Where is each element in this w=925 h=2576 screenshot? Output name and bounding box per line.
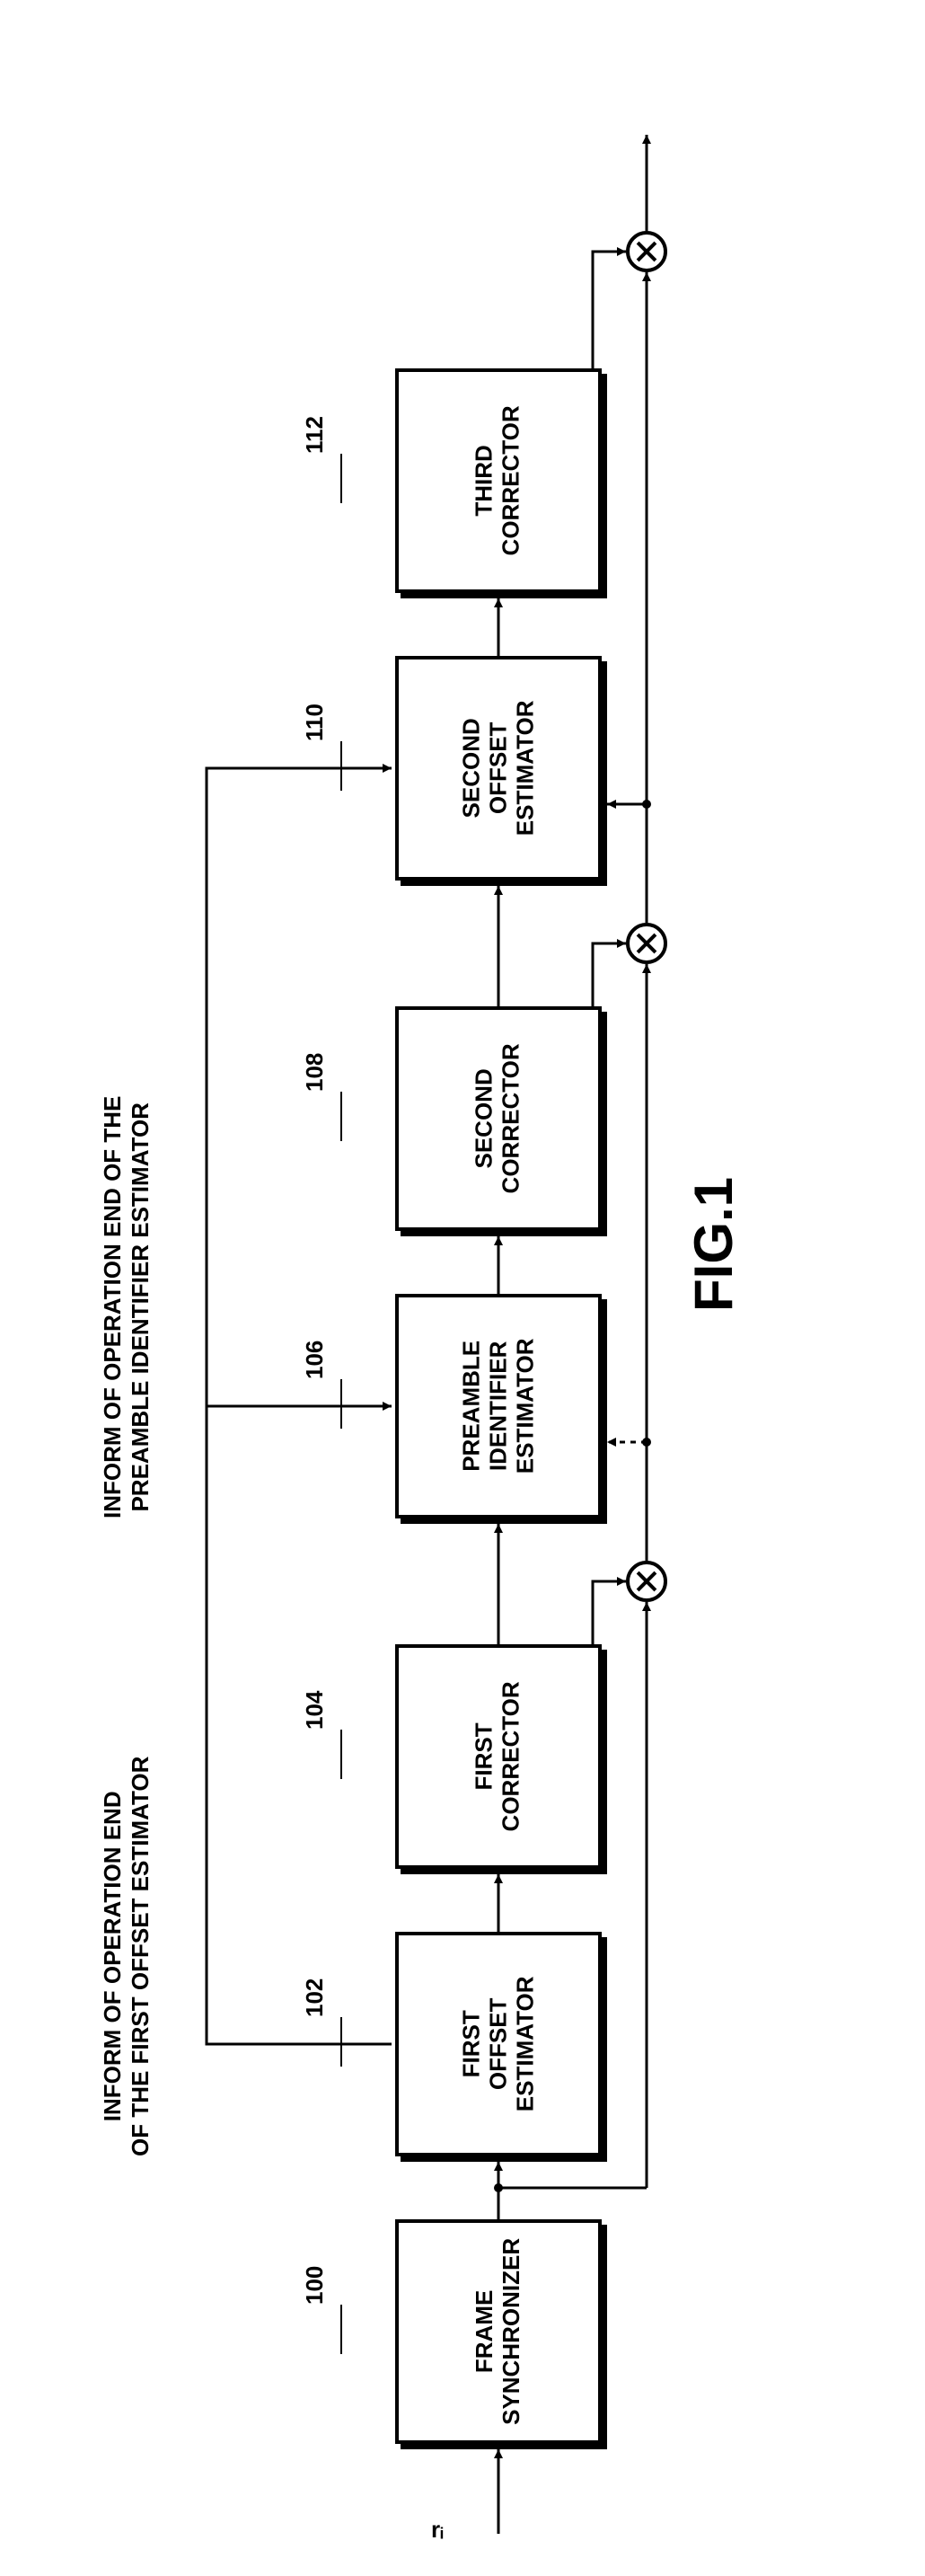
lbl-first-offset: INFORM OF OPERATION END OF THE FIRST OFF… — [99, 1757, 154, 2156]
first-offset-label: FIRST OFFSET ESTIMATOR — [458, 1977, 539, 2112]
second-corr-refline — [340, 1092, 342, 1141]
second-offset-refnum: 110 — [301, 704, 329, 741]
first-corr-label: FIRST CORRECTOR — [471, 1681, 525, 1831]
second-corr-label: SECOND CORRECTOR — [471, 1043, 525, 1193]
frame-sync-refnum: 100 — [301, 2266, 329, 2305]
third-corr-label: THIRD CORRECTOR — [471, 405, 525, 555]
preamble-label: PREAMBLE IDENTIFIER ESTIMATOR — [458, 1339, 539, 1474]
frame-sync-block: FRAME SYNCHRONIZER — [395, 2219, 602, 2444]
third-corr-block: THIRD CORRECTOR — [395, 368, 602, 593]
first-corr-block: FIRST CORRECTOR — [395, 1644, 602, 1869]
third-corr-refline — [340, 454, 342, 503]
mult-3 — [626, 231, 667, 272]
second-corr-refnum: 108 — [301, 1053, 329, 1092]
third-corr-refnum: 112 — [301, 416, 329, 454]
first-offset-refline — [340, 2017, 342, 2067]
second-corr-block: SECOND CORRECTOR — [395, 1006, 602, 1231]
first-offset-refnum: 102 — [301, 1978, 329, 2017]
first-corr-refline — [340, 1730, 342, 1779]
first-corr-refnum: 104 — [301, 1691, 329, 1730]
figure-caption: FIG.1 — [683, 1177, 744, 1312]
preamble-block: PREAMBLE IDENTIFIER ESTIMATOR — [395, 1294, 602, 1518]
second-offset-refline — [340, 741, 342, 791]
frame-sync-refline — [340, 2305, 342, 2354]
second-offset-block: SECOND OFFSET ESTIMATOR — [395, 656, 602, 881]
mult-2 — [626, 923, 667, 964]
preamble-refline — [340, 1379, 342, 1429]
second-offset-label: SECOND OFFSET ESTIMATOR — [458, 701, 539, 837]
mult-1 — [626, 1561, 667, 1602]
lbl-preamble: INFORM OF OPERATION END OF THE PREAMBLE … — [99, 1096, 154, 1518]
preamble-refnum: 106 — [301, 1341, 329, 1379]
frame-sync-label: FRAME SYNCHRONIZER — [471, 2238, 525, 2425]
first-offset-block: FIRST OFFSET ESTIMATOR — [395, 1932, 602, 2156]
diagram-canvas: rᵢ FIG.1 FRAME SYNCHRONIZER 100 FIRST OFFS… — [0, 0, 925, 2576]
input-signal-label: rᵢ — [431, 2516, 444, 2544]
